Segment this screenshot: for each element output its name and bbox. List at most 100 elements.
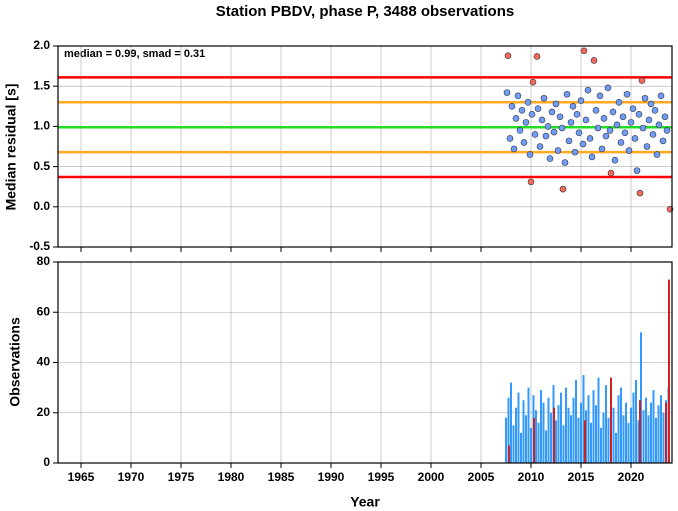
data-point	[661, 113, 669, 121]
y-tick-label: 80	[37, 254, 51, 268]
data-point	[554, 147, 562, 154]
bar	[639, 400, 641, 463]
data-point	[559, 185, 567, 193]
data-point	[633, 167, 641, 174]
bar	[640, 332, 642, 463]
data-point	[528, 111, 536, 118]
data-point	[544, 123, 552, 130]
data-point	[625, 147, 633, 154]
x-tick-label: 2005	[468, 470, 495, 484]
data-point	[538, 116, 546, 124]
bar	[545, 430, 547, 463]
data-point	[600, 115, 608, 122]
y-axis-label: Observations	[7, 317, 23, 407]
bar	[668, 279, 670, 463]
bar	[560, 392, 562, 463]
data-point	[609, 108, 617, 116]
bar	[527, 387, 530, 463]
data-point	[647, 100, 655, 108]
data-point	[659, 137, 667, 145]
data-point	[627, 119, 635, 126]
bar	[600, 427, 602, 463]
y-tick-label: 40	[37, 355, 51, 369]
bar	[595, 405, 597, 463]
data-point	[548, 108, 556, 116]
data-point	[504, 52, 512, 59]
y-tick-label: 2.0	[33, 38, 50, 52]
bar	[508, 445, 510, 463]
data-point	[613, 121, 621, 129]
plot-frame	[57, 45, 673, 248]
bar	[520, 432, 522, 463]
chart-title: Station PBDV, phase P, 3488 observations	[216, 3, 514, 20]
data-point	[651, 107, 659, 114]
data-point	[629, 105, 637, 113]
bar	[622, 415, 625, 463]
bar	[515, 407, 517, 463]
bar	[587, 395, 590, 463]
data-point	[617, 139, 625, 146]
data-point	[577, 97, 585, 104]
y-tick-label: 0.0	[33, 199, 50, 213]
x-tick-label: 1970	[118, 470, 145, 484]
data-point	[510, 145, 518, 153]
data-point	[512, 115, 520, 122]
data-point	[582, 116, 590, 124]
data-point	[573, 111, 581, 118]
data-point	[619, 113, 627, 121]
bar	[625, 402, 627, 463]
bar	[607, 417, 610, 463]
data-point	[550, 128, 558, 136]
data-point	[534, 105, 542, 113]
bar	[550, 412, 552, 463]
bar	[577, 417, 580, 463]
data-point	[563, 90, 571, 98]
bar	[645, 397, 647, 463]
bar	[630, 407, 632, 463]
data-point	[621, 129, 629, 137]
bar	[665, 402, 667, 463]
data-point	[569, 103, 577, 110]
y-axis-label: Median residual [s]	[3, 84, 19, 211]
data-point	[527, 178, 535, 186]
data-point	[663, 127, 671, 134]
bar	[517, 392, 520, 463]
bar	[575, 380, 577, 463]
bar	[505, 417, 507, 463]
bar	[627, 422, 630, 463]
bar	[662, 412, 665, 463]
data-point	[561, 159, 569, 166]
x-tick-label: 1965	[68, 470, 95, 484]
data-point	[596, 92, 604, 100]
bar	[570, 415, 572, 463]
data-point	[588, 153, 596, 161]
y-tick-label: 1.5	[33, 78, 50, 92]
data-point	[636, 189, 644, 197]
x-axis-label: Year	[350, 494, 380, 510]
data-point	[655, 121, 663, 129]
data-point	[649, 131, 657, 138]
bar	[562, 425, 565, 463]
bar	[530, 427, 532, 463]
bar	[615, 432, 617, 463]
data-point	[518, 107, 526, 114]
y-tick-label: 0.5	[33, 159, 50, 173]
x-tick-label: 1980	[218, 470, 245, 484]
data-point	[602, 132, 610, 140]
bar	[655, 417, 657, 463]
data-point	[598, 145, 606, 153]
data-point	[531, 131, 539, 138]
data-point	[594, 124, 602, 132]
bar	[610, 377, 612, 463]
bar	[580, 402, 582, 463]
bar	[553, 407, 555, 463]
bar	[510, 382, 512, 463]
data-point	[508, 103, 516, 110]
data-point	[641, 94, 649, 102]
bar	[507, 397, 510, 463]
data-point	[526, 151, 534, 158]
bar	[590, 422, 592, 463]
data-point	[579, 140, 587, 148]
x-tick-label: 2000	[418, 470, 445, 484]
